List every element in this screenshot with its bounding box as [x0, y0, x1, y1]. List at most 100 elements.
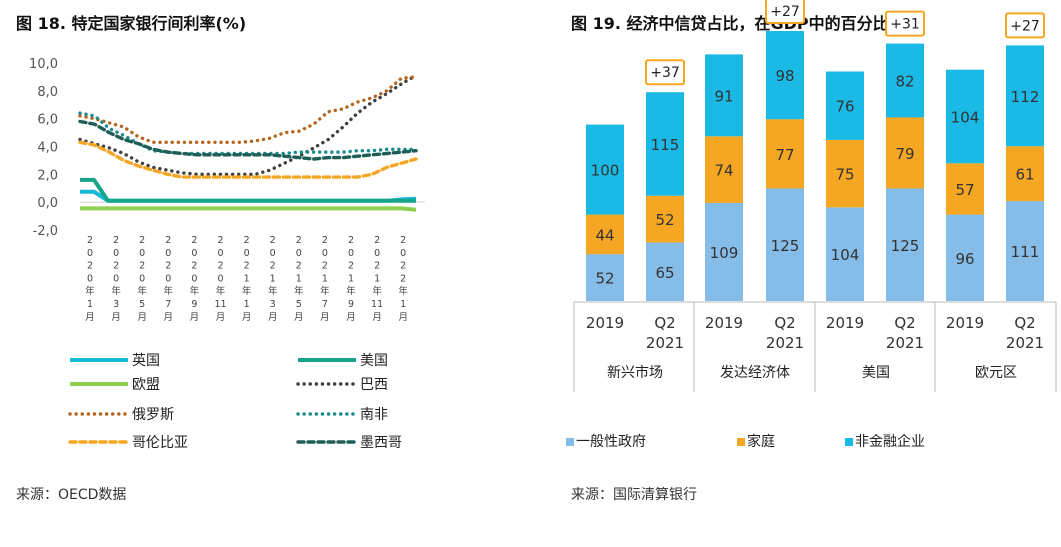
bar-segment-一般性政府: [1006, 201, 1044, 301]
x-tick-label: 2 0 2 1 年 11 月: [371, 235, 383, 323]
series-line-欧盟: [80, 206, 417, 212]
series-line-巴西: [78, 73, 418, 177]
category-label: 2019: [946, 314, 984, 332]
bar-segment-一般性政府: [946, 214, 984, 301]
bar-value-label: 109: [710, 244, 739, 262]
bar-value-label: 111: [1011, 243, 1040, 261]
bar-segment-家庭: [946, 163, 984, 215]
legend-label: 美国: [360, 353, 388, 369]
bar-value-label: 52: [655, 211, 674, 229]
bar-value-label: 77: [775, 146, 794, 164]
legend-label: 南非: [360, 407, 388, 423]
bar-value-label: 125: [771, 237, 800, 255]
bar-value-label: 52: [595, 270, 614, 288]
x-tick-label: 2 0 2 0 年 11 月: [214, 235, 226, 323]
y-tick-label: 2,0: [37, 168, 58, 183]
bar-segment-家庭: [886, 117, 924, 189]
bar-segment-非金融企业: [646, 92, 684, 196]
group-label: 美国: [862, 365, 890, 381]
bar-segment-一般性政府: [705, 202, 743, 301]
annotation-box: [765, 0, 805, 24]
category-label: Q2 2021: [766, 314, 804, 352]
bar-value-label: 104: [951, 109, 980, 127]
bar-value-label: 44: [595, 226, 614, 244]
annotation-box: [1005, 12, 1045, 39]
series-line-哥伦比亚: [78, 140, 418, 179]
legend-label: 英国: [132, 352, 160, 369]
y-tick-label: 10,0: [29, 57, 58, 72]
category-label: Q2 2021: [886, 314, 924, 352]
bar-segment-非金融企业: [586, 124, 624, 215]
bar-segment-一般性政府: [766, 188, 804, 301]
y-tick-label: 4,0: [37, 141, 58, 156]
left-chart-title: 图 18. 特定国家银行间利率(%): [16, 14, 247, 33]
legend-label: 哥伦比亚: [132, 435, 188, 451]
legend-label: 俄罗斯: [132, 407, 174, 423]
bar-value-label: 76: [835, 98, 854, 116]
y-tick-label: 0,0: [37, 196, 58, 211]
legend-label: 家庭: [747, 433, 775, 450]
bar-value-label: 115: [651, 136, 680, 154]
legend-swatch-一般性政府: [566, 438, 574, 446]
bar-value-label: 57: [955, 181, 974, 199]
bar-value-label: 104: [831, 246, 860, 264]
bar-value-label: 98: [775, 67, 794, 85]
legend-label: 巴西: [360, 377, 388, 393]
bar-segment-非金融企业: [886, 43, 924, 118]
legend-label: 非金融企业: [855, 433, 925, 450]
annotation-label: +27: [1010, 18, 1040, 34]
right-chart-source: 来源：国际清算银行: [571, 487, 697, 503]
legend-label: 墨西哥: [360, 435, 402, 451]
group-label: 发达经济体: [720, 365, 790, 381]
bar-value-label: 65: [655, 264, 674, 282]
left-chart-source: 来源：OECD数据: [16, 487, 127, 503]
bar-value-label: 100: [591, 162, 620, 180]
series-line-俄罗斯: [78, 75, 418, 145]
bar-segment-家庭: [1006, 146, 1044, 202]
legend-label: 一般性政府: [576, 434, 646, 450]
category-label: 2019: [705, 314, 743, 332]
y-tick-label: -2,0: [33, 224, 58, 239]
group-label: 新兴市场: [607, 364, 663, 381]
bar-value-label: 125: [891, 237, 920, 255]
bar-chart: 52 44 100 65 52 115 +37 109 74 91 125 77 98 +27 104 75 7…: [566, 0, 1057, 450]
bar-segment-一般性政府: [586, 254, 624, 301]
legend-label: 欧盟: [132, 377, 160, 393]
series-line-墨西哥: [78, 119, 418, 161]
bar-value-label: 82: [895, 73, 914, 91]
right-chart-title: 图 19. 经济中信贷占比，在GDP中的百分比: [571, 14, 889, 33]
bar-segment-非金融企业: [705, 54, 743, 137]
annotation-box: [645, 59, 685, 86]
category-label: 2019: [586, 314, 624, 332]
category-label: Q2 2021: [646, 314, 684, 352]
bar-value-label: 91: [714, 87, 733, 105]
bar-segment-一般性政府: [886, 188, 924, 301]
bar-segment-一般性政府: [646, 242, 684, 301]
legend-swatch-非金融企业: [845, 438, 853, 446]
annotation-label: +37: [650, 65, 680, 81]
bar-value-label: 61: [1015, 166, 1034, 184]
bar-segment-家庭: [826, 139, 864, 208]
bar-segment-家庭: [705, 136, 743, 203]
y-tick-label: 8,0: [37, 85, 58, 100]
bar-value-label: 75: [835, 166, 854, 184]
bar-segment-家庭: [766, 119, 804, 189]
bar-value-label: 79: [895, 145, 914, 163]
line-chart: 10,0 8,0 6,0 4,0 2,0 0,0 -2,0 2 0 2 0 年 1 月 2 0 2 0 年 3 月 2 0 2…: [29, 57, 425, 451]
bar-segment-非金融企业: [826, 71, 864, 140]
annotation-box: [885, 10, 925, 37]
annotation-label: +27: [770, 4, 800, 20]
category-label: Q2 2021: [1006, 314, 1044, 352]
